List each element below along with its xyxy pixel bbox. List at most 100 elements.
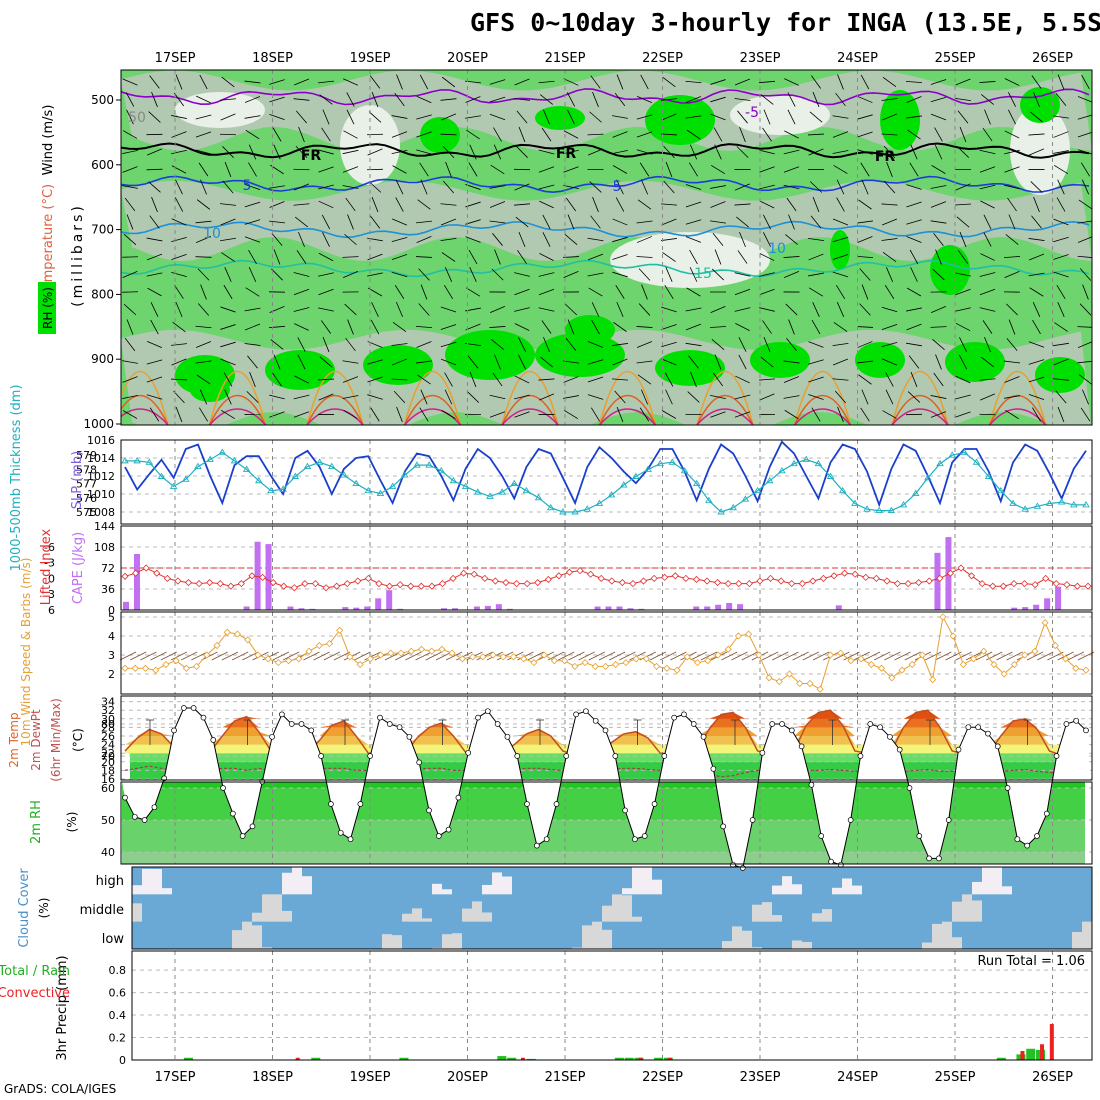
wind-barb [955,307,971,312]
wind-speed-point [980,647,988,655]
surface-isotherm [598,394,657,425]
clear-sky-cell [272,894,282,922]
wind-barb [908,355,920,369]
wind-barb [222,146,234,158]
thickness-point [717,508,725,515]
thickness-point [145,458,154,465]
wind-speed-point [469,653,477,661]
wind-barb [935,354,942,370]
temp-tick-label: 28 [101,721,115,734]
wind-barb [906,184,922,190]
wind-barb [198,407,209,422]
wind-barb [1082,389,1089,405]
thickness-point [413,461,421,468]
wind-barb [151,196,158,213]
wind-barb [735,375,750,384]
thickness-axis-label: 1000-500mb Thickness (dm) [9,384,24,571]
pressure-tick-label: 500 [91,93,114,107]
wind-barb [195,360,212,364]
wind-barb [197,303,210,316]
li-point [512,580,521,588]
wind-barb [612,254,628,260]
wind-barb [245,287,260,297]
cape-bar [726,603,733,610]
thickness-point [340,471,348,478]
wind-barb [812,196,820,213]
rh-moist-area [930,245,970,295]
wind-speed-point [131,664,139,672]
wind-speed-point [387,649,395,657]
precip-total-bar [624,1057,634,1060]
wind-barb [812,302,820,317]
wind-speed-point [571,662,579,670]
wind-barb [1081,74,1090,90]
thickness-point [826,472,835,479]
li-point [650,574,658,582]
wind-speed-point [366,655,374,663]
rh-point [700,733,707,740]
rh-point [563,753,570,759]
wind-speed-point [192,662,201,670]
wind-barb [661,306,677,313]
wind-barb [224,267,232,282]
wind-barb [955,288,971,296]
wind-barb [836,197,845,212]
wind-barb [425,651,442,661]
rh-point [465,749,472,756]
wind-barb [318,200,334,209]
rh-dry-band [121,329,1091,425]
wind-barb [122,395,138,399]
thickness-point [473,488,482,495]
li-point [946,569,954,577]
wind-barb [244,343,261,346]
clear-sky-cell [632,916,642,922]
rh-point [592,717,599,724]
cloud-row-label: low [102,932,125,947]
clear-sky-cell [812,913,822,922]
wind-barb [514,323,530,331]
li-point [618,578,626,587]
thickness-tick-label: 575 [76,506,97,519]
thickness-point [875,506,883,514]
wind-barb [1032,302,1041,317]
wind-barb [612,131,628,138]
wind-barb [221,76,235,88]
pressure-tick-label: 1000 [83,417,114,431]
wind-barb [518,126,526,143]
date-label-top: 22SEP [642,51,683,66]
wind-barb [609,651,626,661]
thickness-point [583,505,592,512]
wind-barb [737,110,748,124]
wind-barb [150,319,159,335]
wind-barb [685,323,702,331]
thickness-point [887,506,896,514]
wind-barb [688,355,699,369]
li-point [206,578,214,587]
wind-barb [760,94,774,105]
rh-point [661,753,668,759]
thickness-point [230,457,239,464]
wind-barb [367,359,383,365]
wind-barb [734,98,751,101]
rh-tick-label: 50 [101,814,115,827]
wind-barb [933,232,944,247]
wind-barb [958,250,968,264]
wind-barb [514,288,530,296]
wind-barb [248,267,257,282]
rh-point [249,823,256,830]
date-label-top: 23SEP [740,51,781,66]
wind-speed-point [1051,641,1059,650]
wind-barb [909,162,919,177]
li-point [184,578,193,587]
rh-moist-area [1020,87,1060,123]
temp-tick-label: 24 [101,739,115,752]
wind-barb [323,651,341,661]
wind-barb [786,197,797,212]
wind-barb [959,337,967,352]
wind-barb [857,220,873,224]
wind-barb [269,185,285,189]
wind-barb [1080,407,1091,422]
rh-point [847,817,854,823]
wind-barb [563,149,579,155]
wind-barb [195,220,212,224]
